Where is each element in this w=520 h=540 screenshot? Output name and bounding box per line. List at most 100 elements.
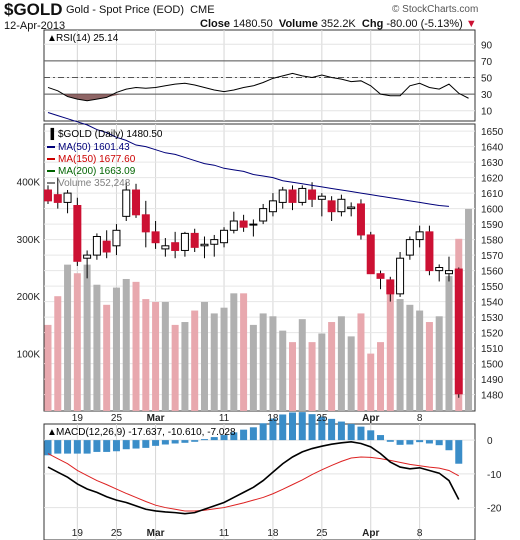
- volume-bar: [357, 313, 365, 411]
- macd-histogram-bar: [220, 435, 228, 441]
- price-tick-label: 1610: [481, 189, 504, 200]
- x-tick-label: 25: [111, 413, 123, 424]
- price-tick-label: 1550: [481, 282, 504, 293]
- rsi-marker-icon: ▲: [47, 33, 57, 44]
- volume-bar: [249, 324, 257, 411]
- candle-body: [180, 232, 189, 251]
- volume-bar: [386, 293, 394, 411]
- rsi-line: [47, 72, 469, 102]
- chg-value: -80.00 (-5.13%): [386, 18, 463, 30]
- macd-marker-icon: ▲: [47, 427, 57, 438]
- candle-legend-icon: ▐: [47, 127, 55, 141]
- candle-body: [268, 200, 277, 213]
- price-tick-label: 1480: [481, 391, 504, 402]
- close-label: Close: [200, 18, 230, 30]
- x-tick-label: 8: [417, 528, 423, 539]
- macd-histogram-bar: [112, 440, 120, 452]
- close-value: 1480.50: [233, 18, 273, 30]
- macd-histogram-bar: [240, 429, 248, 441]
- price-title: $GOLD (Daily) 1480.50: [58, 129, 163, 140]
- candle-body: [308, 189, 317, 200]
- x-tick-label: Apr: [362, 413, 379, 424]
- candle-body: [259, 208, 268, 222]
- x-tick-label: 8: [417, 413, 423, 424]
- rsi-tick-label: 90: [481, 40, 493, 51]
- price-tick-label: 1530: [481, 313, 504, 324]
- candle-body: [444, 270, 453, 275]
- price-tick-label: 1560: [481, 267, 504, 278]
- candle-body: [386, 279, 395, 295]
- macd-histogram-bar: [386, 440, 394, 442]
- macd-histogram-bar: [103, 440, 111, 452]
- volume-bar: [377, 342, 385, 411]
- volume-bar: [298, 319, 306, 411]
- price-tick-label: 1500: [481, 360, 504, 371]
- volume-bar: [210, 313, 218, 411]
- x-tick-label: 18: [267, 413, 279, 424]
- volume-tick-label: 200K: [17, 292, 41, 303]
- volume-bar: [425, 322, 433, 411]
- rsi-tick-label: 10: [481, 107, 493, 118]
- candle-body: [200, 243, 209, 247]
- candle-body: [454, 268, 463, 395]
- candle-body: [44, 189, 52, 202]
- volume-bar: [406, 304, 414, 411]
- volume-bar: [396, 299, 404, 411]
- volume-tick-label: 100K: [17, 350, 41, 361]
- volume-bar: [279, 330, 287, 411]
- candle-body: [53, 194, 62, 203]
- volume-bar: [259, 313, 267, 411]
- legend-entry: MA(200) 1663.09: [58, 166, 136, 177]
- x-tick-label: 25: [316, 528, 328, 539]
- macd-line: [47, 440, 460, 515]
- volume-bar: [289, 342, 296, 411]
- volume-bar: [240, 293, 248, 411]
- macd-histogram-bar: [161, 440, 169, 445]
- rsi-panel-frame: [43, 29, 476, 122]
- price-tick-label: 1490: [481, 375, 504, 386]
- price-tick-label: 1650: [481, 127, 504, 138]
- macd-histogram-bar: [64, 440, 72, 454]
- legend-entry: Volume 352,248: [58, 178, 131, 189]
- volume-bar: [122, 278, 130, 411]
- candle-body: [327, 200, 336, 213]
- candle-body: [132, 189, 141, 216]
- rsi-tick-label: 50: [481, 74, 493, 85]
- candle-body: [190, 232, 199, 248]
- macd-histogram-bar: [298, 412, 306, 441]
- volume-bar: [181, 322, 189, 411]
- price-tick-label: 1520: [481, 329, 504, 340]
- macd-histogram-bar: [367, 430, 375, 441]
- down-arrow-icon: ▼: [465, 18, 477, 30]
- macd-tick-label: -20: [487, 504, 502, 515]
- volume-bar: [73, 273, 81, 411]
- candle-body: [298, 187, 307, 203]
- volume-bar: [445, 276, 453, 411]
- price-tick-label: 1570: [481, 251, 504, 262]
- candle-body: [249, 223, 258, 226]
- chart-text: 19 19 25 25 Mar Mar 11 11 18 18 25 25 Apr Apr 8 8 90 70 50…: [17, 33, 504, 539]
- price-tick-label: 1600: [481, 205, 504, 216]
- macd-histogram-bar: [259, 423, 267, 441]
- x-tick-label: 25: [111, 528, 123, 539]
- candle-body: [229, 220, 238, 231]
- candle-body: [415, 231, 424, 241]
- price-tick-label: 1630: [481, 158, 504, 169]
- candle-body: [112, 229, 121, 247]
- macd-tick-label: 0: [487, 436, 493, 447]
- macd-histogram-bar: [200, 439, 208, 441]
- indicator-lines: [47, 72, 469, 515]
- candle-body: [220, 229, 229, 244]
- x-tick-label: 19: [72, 528, 84, 539]
- price-tick-label: 1590: [481, 220, 504, 231]
- candle-body: [63, 192, 72, 203]
- candle-body: [102, 240, 111, 253]
- macd-histogram-bar: [377, 435, 385, 441]
- volume-bar: [142, 299, 150, 411]
- candle-body: [366, 234, 375, 275]
- macd-histogram-bar: [289, 412, 296, 441]
- macd-histogram-bar: [318, 416, 326, 441]
- macd-histogram-bar: [357, 426, 365, 441]
- macd-histogram-bar: [308, 414, 316, 441]
